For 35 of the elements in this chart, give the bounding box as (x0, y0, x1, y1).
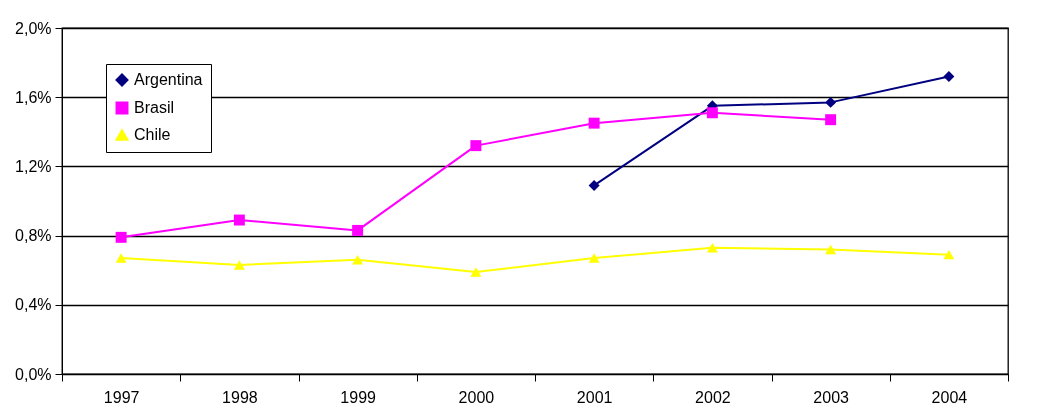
point (588, 179, 600, 191)
point (706, 107, 718, 119)
legend-label: Argentina (134, 71, 203, 88)
point (943, 70, 955, 82)
legend-label: Brasil (134, 99, 175, 116)
point (706, 242, 718, 253)
x-tick-label: 2002 (695, 388, 731, 406)
point (825, 96, 837, 108)
y-tick-label: 0,0% (15, 365, 52, 383)
y-tick-label: 0,4% (15, 296, 52, 314)
point (115, 231, 127, 243)
x-tick-label: 1999 (340, 388, 377, 406)
point (588, 117, 600, 129)
x-tick-label: 1998 (222, 388, 258, 406)
point (825, 114, 837, 126)
x-tick-label: 2001 (576, 388, 613, 406)
point (115, 253, 127, 263)
y-tick-label: 1,6% (15, 88, 52, 106)
legend-label: Chile (134, 126, 171, 143)
point (233, 260, 245, 270)
y-tick-label: 2,0% (15, 19, 52, 37)
point (470, 140, 482, 152)
x-tick-label: 2000 (458, 388, 495, 406)
point (352, 255, 364, 265)
point (943, 249, 955, 260)
point (470, 267, 482, 277)
y-tick-label: 1,2% (15, 157, 52, 175)
point (825, 244, 837, 255)
x-tick-label: 1997 (103, 388, 140, 406)
x-tick-label: 2004 (931, 388, 968, 406)
point (588, 253, 600, 263)
y-tick-label: 0,8% (15, 227, 52, 245)
x-tick-label: 2003 (813, 388, 850, 406)
point (352, 224, 364, 236)
point (233, 214, 245, 226)
